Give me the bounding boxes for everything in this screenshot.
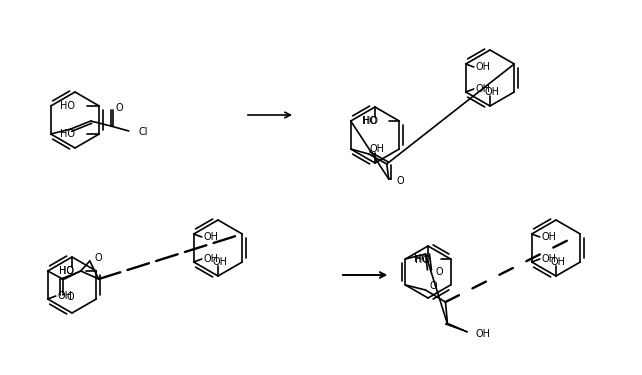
Text: OH: OH bbox=[476, 62, 490, 72]
Text: OH: OH bbox=[58, 291, 73, 301]
Text: OH: OH bbox=[542, 254, 557, 264]
Text: OH: OH bbox=[542, 232, 557, 242]
Text: HO: HO bbox=[59, 266, 74, 276]
Text: OH: OH bbox=[204, 232, 219, 242]
Text: O: O bbox=[429, 281, 437, 291]
Text: OH: OH bbox=[550, 257, 566, 267]
Text: OH: OH bbox=[213, 257, 227, 267]
Text: O: O bbox=[67, 292, 74, 302]
Text: Cl: Cl bbox=[139, 127, 148, 137]
Text: HO: HO bbox=[413, 254, 428, 264]
Text: O: O bbox=[397, 176, 404, 186]
Text: HO: HO bbox=[363, 116, 377, 126]
Text: OH: OH bbox=[485, 87, 499, 97]
Text: HO: HO bbox=[60, 101, 75, 111]
Text: OH: OH bbox=[476, 329, 490, 339]
Text: HO: HO bbox=[362, 116, 377, 126]
Polygon shape bbox=[61, 271, 81, 279]
Text: HO: HO bbox=[415, 255, 431, 265]
Text: O: O bbox=[95, 253, 102, 263]
Text: HO: HO bbox=[60, 266, 74, 276]
Polygon shape bbox=[446, 324, 467, 332]
Text: OH: OH bbox=[476, 84, 490, 94]
Text: HO: HO bbox=[60, 129, 75, 139]
Text: O: O bbox=[116, 103, 123, 113]
Text: OH: OH bbox=[204, 254, 219, 264]
Text: O: O bbox=[435, 267, 443, 277]
Text: OH: OH bbox=[370, 144, 385, 154]
